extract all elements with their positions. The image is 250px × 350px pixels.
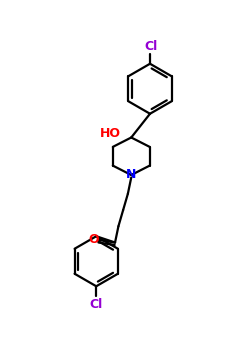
Text: Cl: Cl — [144, 40, 158, 52]
Text: HO: HO — [100, 126, 121, 140]
Text: N: N — [126, 168, 136, 182]
Text: Cl: Cl — [90, 298, 103, 311]
Text: O: O — [88, 233, 99, 246]
